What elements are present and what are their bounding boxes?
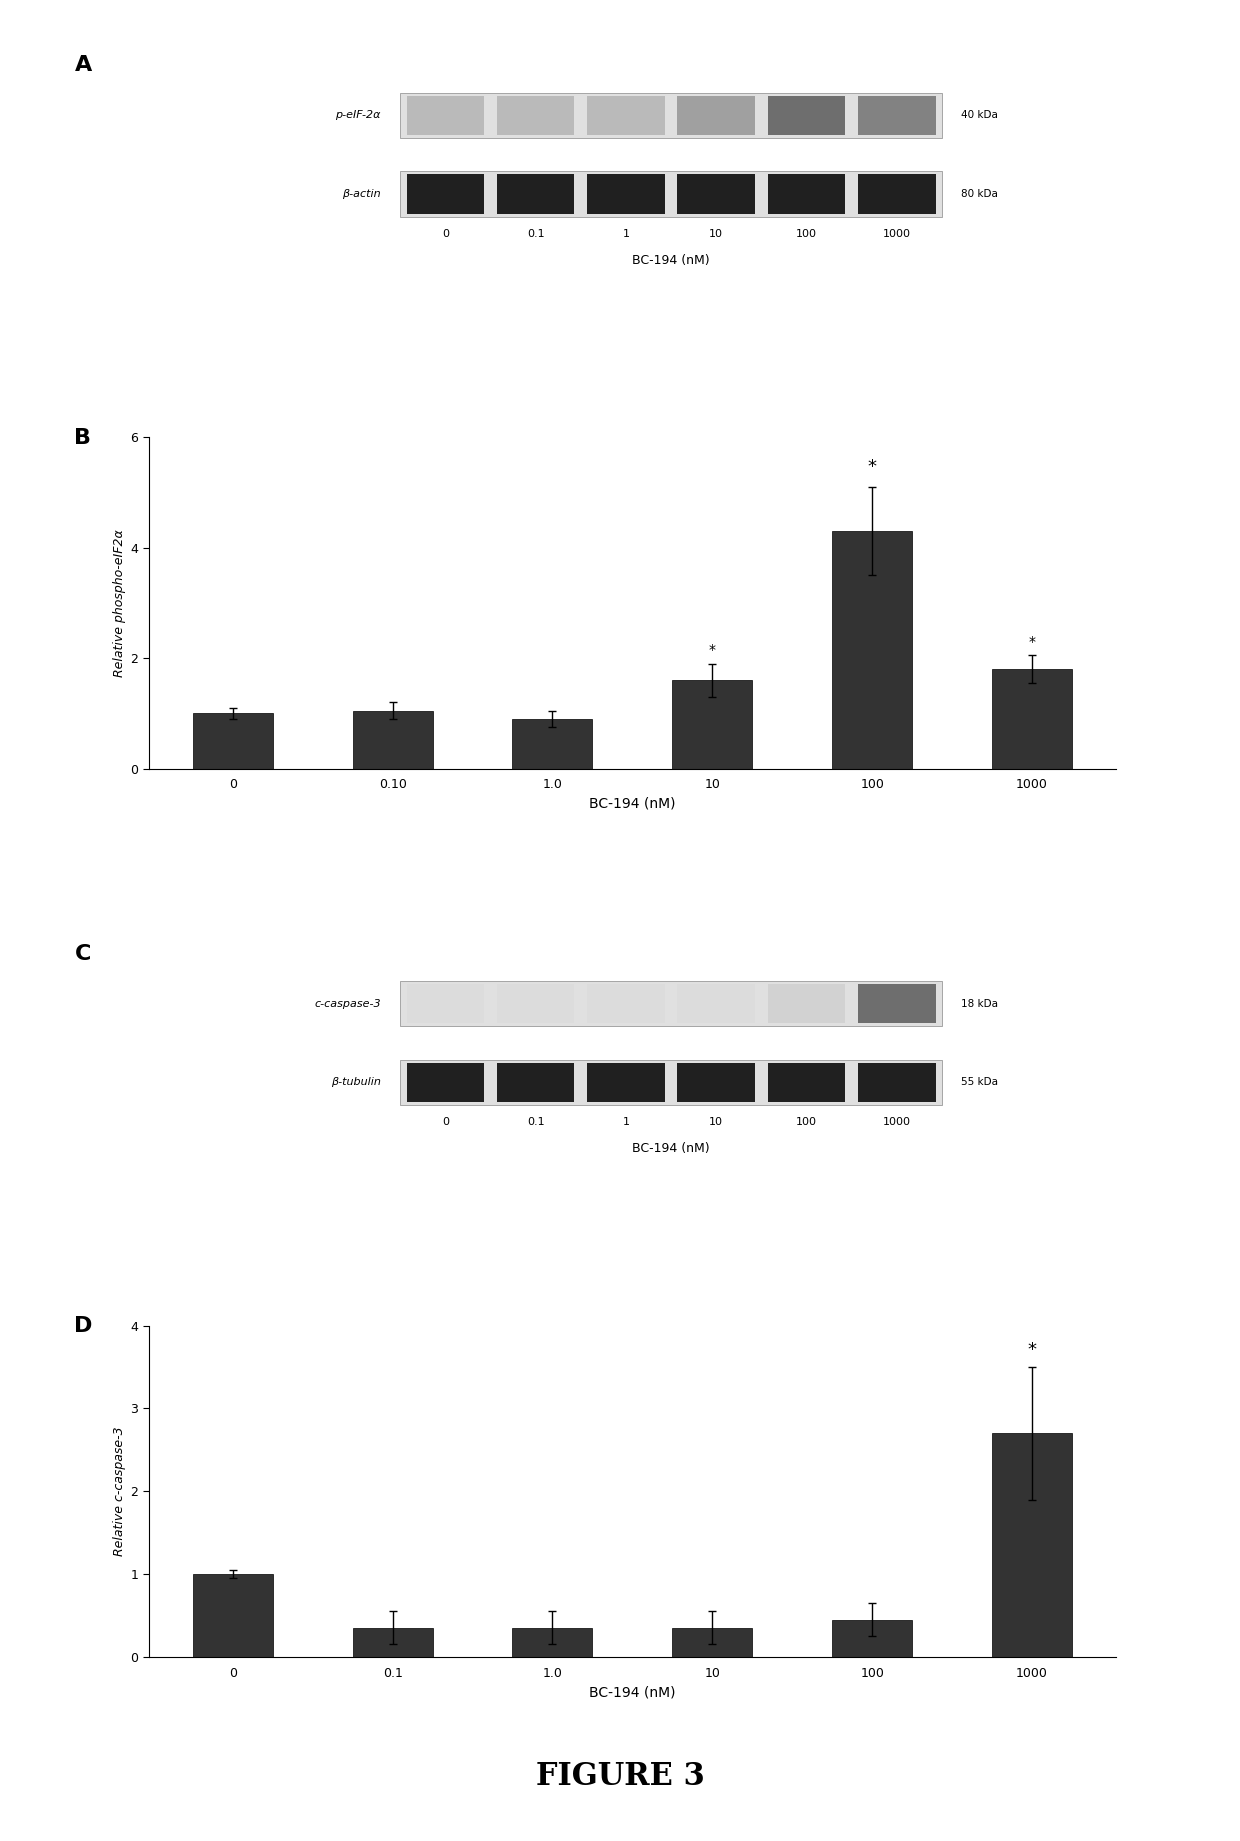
Text: *: * [709, 643, 715, 657]
Bar [497, 1062, 574, 1103]
Bar [407, 175, 485, 214]
Text: 0: 0 [441, 228, 449, 239]
Bar [992, 668, 1073, 768]
Bar [512, 1627, 593, 1657]
Text: c-caspase-3: c-caspase-3 [314, 998, 381, 1009]
Bar [401, 92, 942, 138]
Bar [587, 983, 665, 1024]
Bar [672, 1627, 753, 1657]
Bar [677, 1062, 755, 1103]
Bar [858, 1062, 936, 1103]
Text: 10: 10 [709, 1117, 723, 1127]
Bar [401, 171, 942, 217]
X-axis label: BC-194 (nM): BC-194 (nM) [589, 797, 676, 810]
Text: β-actin: β-actin [342, 190, 381, 199]
Bar [768, 175, 846, 214]
Text: *: * [1028, 1340, 1037, 1359]
Bar [512, 718, 593, 768]
X-axis label: BC-194 (nM): BC-194 (nM) [589, 1685, 676, 1699]
Text: *: * [868, 458, 877, 477]
Text: 40 kDa: 40 kDa [961, 110, 998, 120]
Text: 0.1: 0.1 [527, 228, 544, 239]
Bar [497, 983, 574, 1024]
Text: 18 kDa: 18 kDa [961, 998, 998, 1009]
Text: C: C [74, 944, 91, 963]
Text: *: * [1028, 635, 1035, 648]
Bar [677, 175, 755, 214]
Bar [677, 96, 755, 134]
Bar [352, 1627, 433, 1657]
Bar [672, 679, 753, 768]
Text: 1: 1 [622, 1117, 630, 1127]
Bar [401, 1060, 942, 1105]
Bar [677, 983, 755, 1024]
Text: 1: 1 [622, 228, 630, 239]
Bar [401, 981, 942, 1027]
Text: 100: 100 [796, 228, 817, 239]
Bar [832, 532, 913, 768]
Bar [407, 983, 485, 1024]
Bar [832, 1620, 913, 1657]
Text: 10: 10 [709, 228, 723, 239]
Text: 100: 100 [796, 1117, 817, 1127]
Text: 1000: 1000 [883, 1117, 910, 1127]
Bar [587, 96, 665, 134]
Text: p-eIF-2α: p-eIF-2α [336, 110, 381, 120]
Bar [858, 96, 936, 134]
Bar [192, 712, 273, 768]
Bar [407, 1062, 485, 1103]
Bar [192, 1574, 273, 1657]
Text: 1000: 1000 [883, 228, 910, 239]
Bar [858, 175, 936, 214]
Bar [497, 175, 574, 214]
Bar [768, 983, 846, 1024]
Text: 0: 0 [441, 1117, 449, 1127]
Bar [352, 711, 433, 768]
Y-axis label: Relative phospho-eIF2α: Relative phospho-eIF2α [113, 528, 126, 677]
Bar [407, 96, 485, 134]
Text: D: D [74, 1316, 93, 1337]
Bar [587, 1062, 665, 1103]
Text: β-tubulin: β-tubulin [331, 1077, 381, 1088]
Y-axis label: Relative c-caspase-3: Relative c-caspase-3 [113, 1427, 126, 1556]
Text: BC-194 (nM): BC-194 (nM) [632, 254, 711, 267]
Bar [768, 96, 846, 134]
Text: 55 kDa: 55 kDa [961, 1077, 998, 1088]
Text: BC-194 (nM): BC-194 (nM) [632, 1141, 711, 1156]
Bar [497, 96, 574, 134]
Text: A: A [74, 55, 92, 75]
Bar [587, 175, 665, 214]
Bar [858, 983, 936, 1024]
Text: 80 kDa: 80 kDa [961, 190, 998, 199]
Text: FIGURE 3: FIGURE 3 [536, 1762, 704, 1791]
Text: 0.1: 0.1 [527, 1117, 544, 1127]
Bar [768, 1062, 846, 1103]
Bar [992, 1434, 1073, 1657]
Text: B: B [74, 429, 92, 447]
